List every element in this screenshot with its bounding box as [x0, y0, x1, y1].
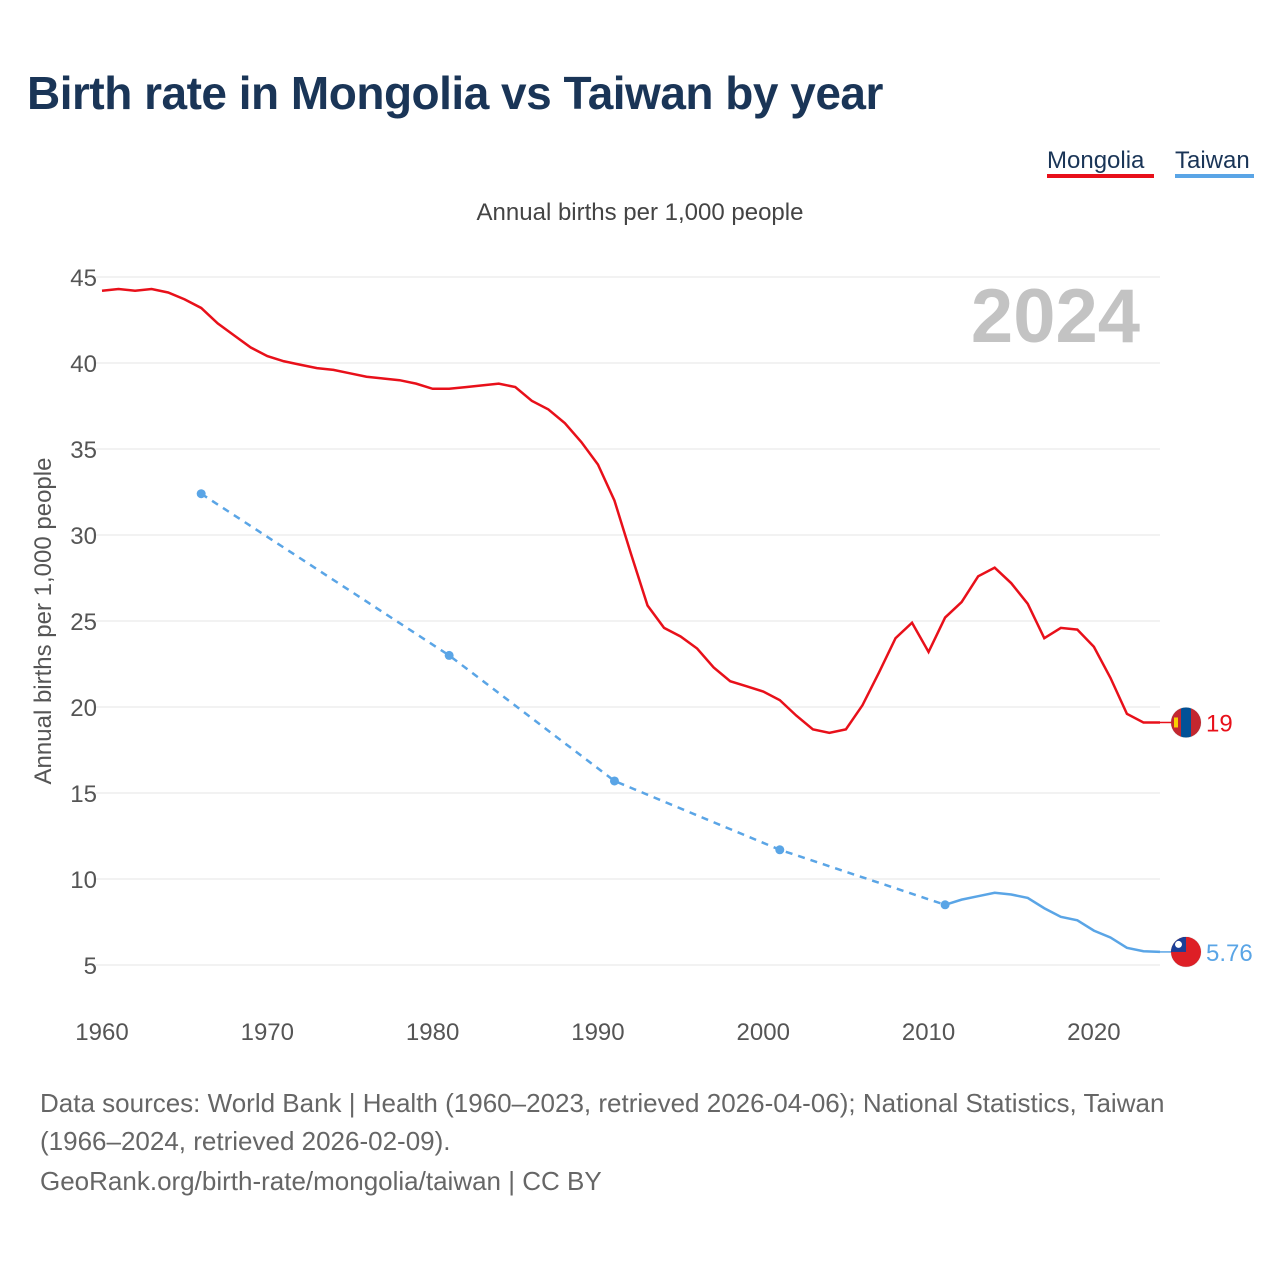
y-tick-label: 15	[70, 781, 97, 808]
y-tick-label: 20	[70, 695, 97, 722]
mongolia-flag-band	[1181, 707, 1191, 738]
x-tick-label: 2000	[737, 1019, 790, 1046]
legend-label-mongolia: Mongolia	[1047, 147, 1145, 174]
taiwan-line-dashed	[200, 492, 946, 906]
y-tick-label: 40	[70, 351, 97, 378]
taiwan-end-label: 5.76	[1206, 940, 1253, 967]
mongolia-end-label: 19	[1206, 710, 1233, 737]
taiwan-sun	[1175, 940, 1182, 948]
y-tick-label: 10	[70, 867, 97, 894]
attribution: GeoRank.org/birth-rate/mongolia/taiwan |…	[40, 1166, 602, 1196]
taiwan-point-2011	[940, 900, 950, 910]
x-tick-label: 2010	[902, 1019, 955, 1046]
chart: 5 10 15 20 25 30 35 40 45 1960 1970 1980 1990 2000 201…	[30, 147, 1254, 1046]
taiwan-point-2001	[775, 845, 785, 855]
page-title: Birth rate in Mongolia vs Taiwan by year	[27, 67, 883, 119]
y-tick-label: 45	[70, 265, 97, 292]
taiwan-point-1981	[444, 650, 454, 660]
chart-subtitle: Annual births per 1,000 people	[477, 199, 804, 226]
y-tick-label: 25	[70, 609, 97, 636]
y-tick-label: 35	[70, 437, 97, 464]
x-tick-label: 1990	[571, 1019, 624, 1046]
y-tick-label: 30	[70, 523, 97, 550]
y-axis-label: Annual births per 1,000 people	[30, 458, 57, 785]
mongolia-line	[101, 287, 1160, 735]
year-watermark: 2024	[971, 274, 1140, 359]
taiwan-point-1966	[196, 489, 206, 499]
taiwan-line	[944, 891, 1161, 954]
x-tick-label: 2020	[1067, 1019, 1120, 1046]
taiwan-flag-ring	[1170, 936, 1202, 968]
x-tick-label: 1960	[75, 1019, 128, 1046]
x-tick-label: 1980	[406, 1019, 459, 1046]
legend-swatch-taiwan	[1175, 174, 1254, 178]
mongolia-flag-band	[1191, 707, 1201, 738]
data-sources: Data sources: World Bank | Health (1960–…	[40, 1088, 1165, 1156]
mongolia-soyombo	[1174, 717, 1178, 728]
legend-swatch-mongolia	[1047, 174, 1154, 178]
mongolia-flag-ring	[1170, 706, 1202, 738]
legend-label-taiwan: Taiwan	[1175, 147, 1250, 174]
x-tick-label: 1970	[241, 1019, 294, 1046]
y-tick-label: 5	[84, 953, 97, 980]
taiwan-point-1991	[609, 776, 619, 786]
